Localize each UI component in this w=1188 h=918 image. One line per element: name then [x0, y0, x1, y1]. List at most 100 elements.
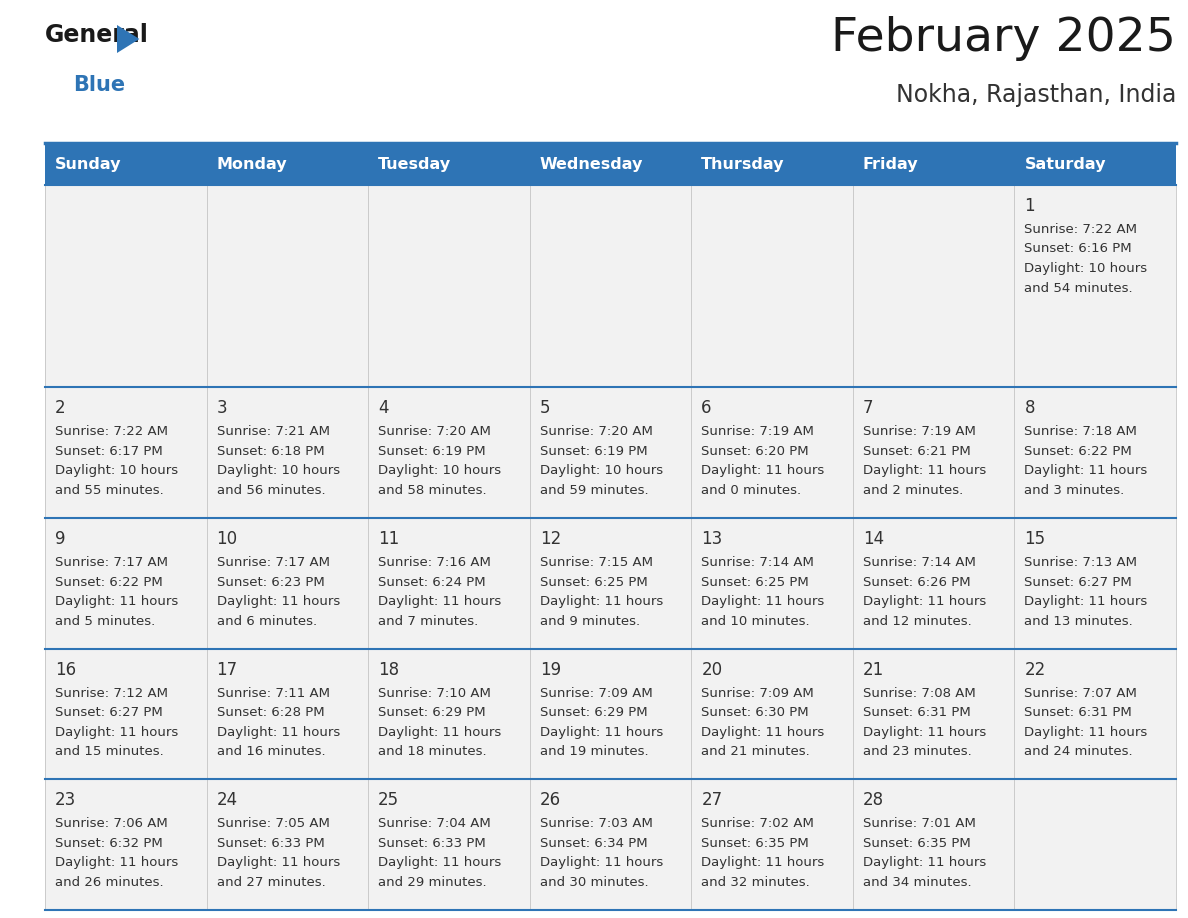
Bar [853, 649, 1015, 779]
Text: Daylight: 11 hours: Daylight: 11 hours [1024, 595, 1148, 608]
Text: Sunset: 6:33 PM: Sunset: 6:33 PM [378, 837, 486, 850]
Bar [853, 143, 1015, 185]
Bar [853, 518, 1015, 649]
Text: Sunset: 6:25 PM: Sunset: 6:25 PM [539, 576, 647, 588]
Text: Daylight: 11 hours: Daylight: 11 hours [216, 726, 340, 739]
Text: and 30 minutes.: and 30 minutes. [539, 876, 649, 889]
Text: 1: 1 [1024, 197, 1035, 215]
Text: 25: 25 [378, 791, 399, 810]
Text: Sunset: 6:22 PM: Sunset: 6:22 PM [55, 576, 163, 588]
Bar [530, 779, 691, 910]
Bar [207, 649, 368, 779]
Text: Daylight: 10 hours: Daylight: 10 hours [55, 465, 178, 477]
Text: Sunset: 6:32 PM: Sunset: 6:32 PM [55, 837, 163, 850]
Text: Sunset: 6:17 PM: Sunset: 6:17 PM [55, 445, 163, 458]
Text: Sunrise: 7:14 AM: Sunrise: 7:14 AM [862, 556, 975, 569]
Text: Sunrise: 7:12 AM: Sunrise: 7:12 AM [55, 687, 168, 700]
Text: Sunset: 6:24 PM: Sunset: 6:24 PM [378, 576, 486, 588]
Text: Sunset: 6:31 PM: Sunset: 6:31 PM [1024, 706, 1132, 719]
Text: and 26 minutes.: and 26 minutes. [55, 876, 164, 889]
Text: and 7 minutes.: and 7 minutes. [378, 615, 479, 628]
Text: 19: 19 [539, 661, 561, 678]
Text: and 18 minutes.: and 18 minutes. [378, 745, 487, 758]
Bar [691, 518, 853, 649]
Text: February 2025: February 2025 [832, 16, 1176, 61]
Bar [1015, 649, 1176, 779]
Bar [45, 518, 207, 649]
Text: Sunrise: 7:17 AM: Sunrise: 7:17 AM [216, 556, 329, 569]
Text: Daylight: 11 hours: Daylight: 11 hours [378, 726, 501, 739]
Text: Sunrise: 7:06 AM: Sunrise: 7:06 AM [55, 817, 168, 831]
Text: and 15 minutes.: and 15 minutes. [55, 745, 164, 758]
Bar [368, 518, 530, 649]
Text: Daylight: 11 hours: Daylight: 11 hours [862, 856, 986, 869]
Text: and 29 minutes.: and 29 minutes. [378, 876, 487, 889]
Text: 7: 7 [862, 399, 873, 418]
Text: Daylight: 11 hours: Daylight: 11 hours [378, 595, 501, 608]
Text: Sunset: 6:29 PM: Sunset: 6:29 PM [539, 706, 647, 719]
Text: Sunrise: 7:11 AM: Sunrise: 7:11 AM [216, 687, 329, 700]
Text: Daylight: 11 hours: Daylight: 11 hours [701, 856, 824, 869]
Text: and 23 minutes.: and 23 minutes. [862, 745, 972, 758]
Text: Daylight: 11 hours: Daylight: 11 hours [701, 595, 824, 608]
Text: Daylight: 11 hours: Daylight: 11 hours [55, 726, 178, 739]
Text: Daylight: 11 hours: Daylight: 11 hours [378, 856, 501, 869]
Bar [530, 387, 691, 518]
Text: 20: 20 [701, 661, 722, 678]
Text: Sunset: 6:23 PM: Sunset: 6:23 PM [216, 576, 324, 588]
Text: Sunrise: 7:22 AM: Sunrise: 7:22 AM [1024, 223, 1137, 236]
Bar [368, 649, 530, 779]
Text: 10: 10 [216, 530, 238, 548]
Text: Sunset: 6:33 PM: Sunset: 6:33 PM [216, 837, 324, 850]
Text: Sunrise: 7:17 AM: Sunrise: 7:17 AM [55, 556, 168, 569]
Text: and 27 minutes.: and 27 minutes. [216, 876, 326, 889]
Text: Sunrise: 7:19 AM: Sunrise: 7:19 AM [862, 425, 975, 439]
Text: Daylight: 11 hours: Daylight: 11 hours [216, 856, 340, 869]
Bar [1015, 143, 1176, 185]
Bar [691, 387, 853, 518]
Text: Sunset: 6:22 PM: Sunset: 6:22 PM [1024, 445, 1132, 458]
Bar [530, 185, 691, 387]
Text: Sunset: 6:28 PM: Sunset: 6:28 PM [216, 706, 324, 719]
Text: Daylight: 11 hours: Daylight: 11 hours [701, 726, 824, 739]
Text: Sunset: 6:34 PM: Sunset: 6:34 PM [539, 837, 647, 850]
Text: Sunrise: 7:03 AM: Sunrise: 7:03 AM [539, 817, 652, 831]
Text: 5: 5 [539, 399, 550, 418]
Text: 9: 9 [55, 530, 65, 548]
Text: 26: 26 [539, 791, 561, 810]
Bar [45, 779, 207, 910]
Bar [691, 649, 853, 779]
Text: and 12 minutes.: and 12 minutes. [862, 615, 972, 628]
Text: and 19 minutes.: and 19 minutes. [539, 745, 649, 758]
Text: Daylight: 10 hours: Daylight: 10 hours [378, 465, 501, 477]
Text: and 13 minutes.: and 13 minutes. [1024, 615, 1133, 628]
Text: Blue: Blue [72, 75, 125, 95]
Text: Sunset: 6:16 PM: Sunset: 6:16 PM [1024, 242, 1132, 255]
Text: 13: 13 [701, 530, 722, 548]
Text: Monday: Monday [216, 156, 287, 172]
Text: and 32 minutes.: and 32 minutes. [701, 876, 810, 889]
Text: Sunrise: 7:15 AM: Sunrise: 7:15 AM [539, 556, 652, 569]
Text: Sunrise: 7:21 AM: Sunrise: 7:21 AM [216, 425, 329, 439]
Bar [207, 387, 368, 518]
Text: Sunrise: 7:14 AM: Sunrise: 7:14 AM [701, 556, 814, 569]
Text: 22: 22 [1024, 661, 1045, 678]
Text: Sunrise: 7:19 AM: Sunrise: 7:19 AM [701, 425, 814, 439]
Text: 6: 6 [701, 399, 712, 418]
Text: Sunrise: 7:07 AM: Sunrise: 7:07 AM [1024, 687, 1137, 700]
Text: Sunday: Sunday [55, 156, 121, 172]
Text: Daylight: 11 hours: Daylight: 11 hours [539, 726, 663, 739]
Bar [691, 779, 853, 910]
Text: Sunset: 6:27 PM: Sunset: 6:27 PM [1024, 576, 1132, 588]
Text: Wednesday: Wednesday [539, 156, 643, 172]
Bar [368, 779, 530, 910]
Polygon shape [116, 25, 139, 53]
Bar [691, 143, 853, 185]
Text: and 9 minutes.: and 9 minutes. [539, 615, 640, 628]
Bar [45, 387, 207, 518]
Bar [1015, 518, 1176, 649]
Text: Sunset: 6:25 PM: Sunset: 6:25 PM [701, 576, 809, 588]
Text: Sunset: 6:20 PM: Sunset: 6:20 PM [701, 445, 809, 458]
Text: Sunrise: 7:20 AM: Sunrise: 7:20 AM [378, 425, 491, 439]
Bar [1015, 185, 1176, 387]
